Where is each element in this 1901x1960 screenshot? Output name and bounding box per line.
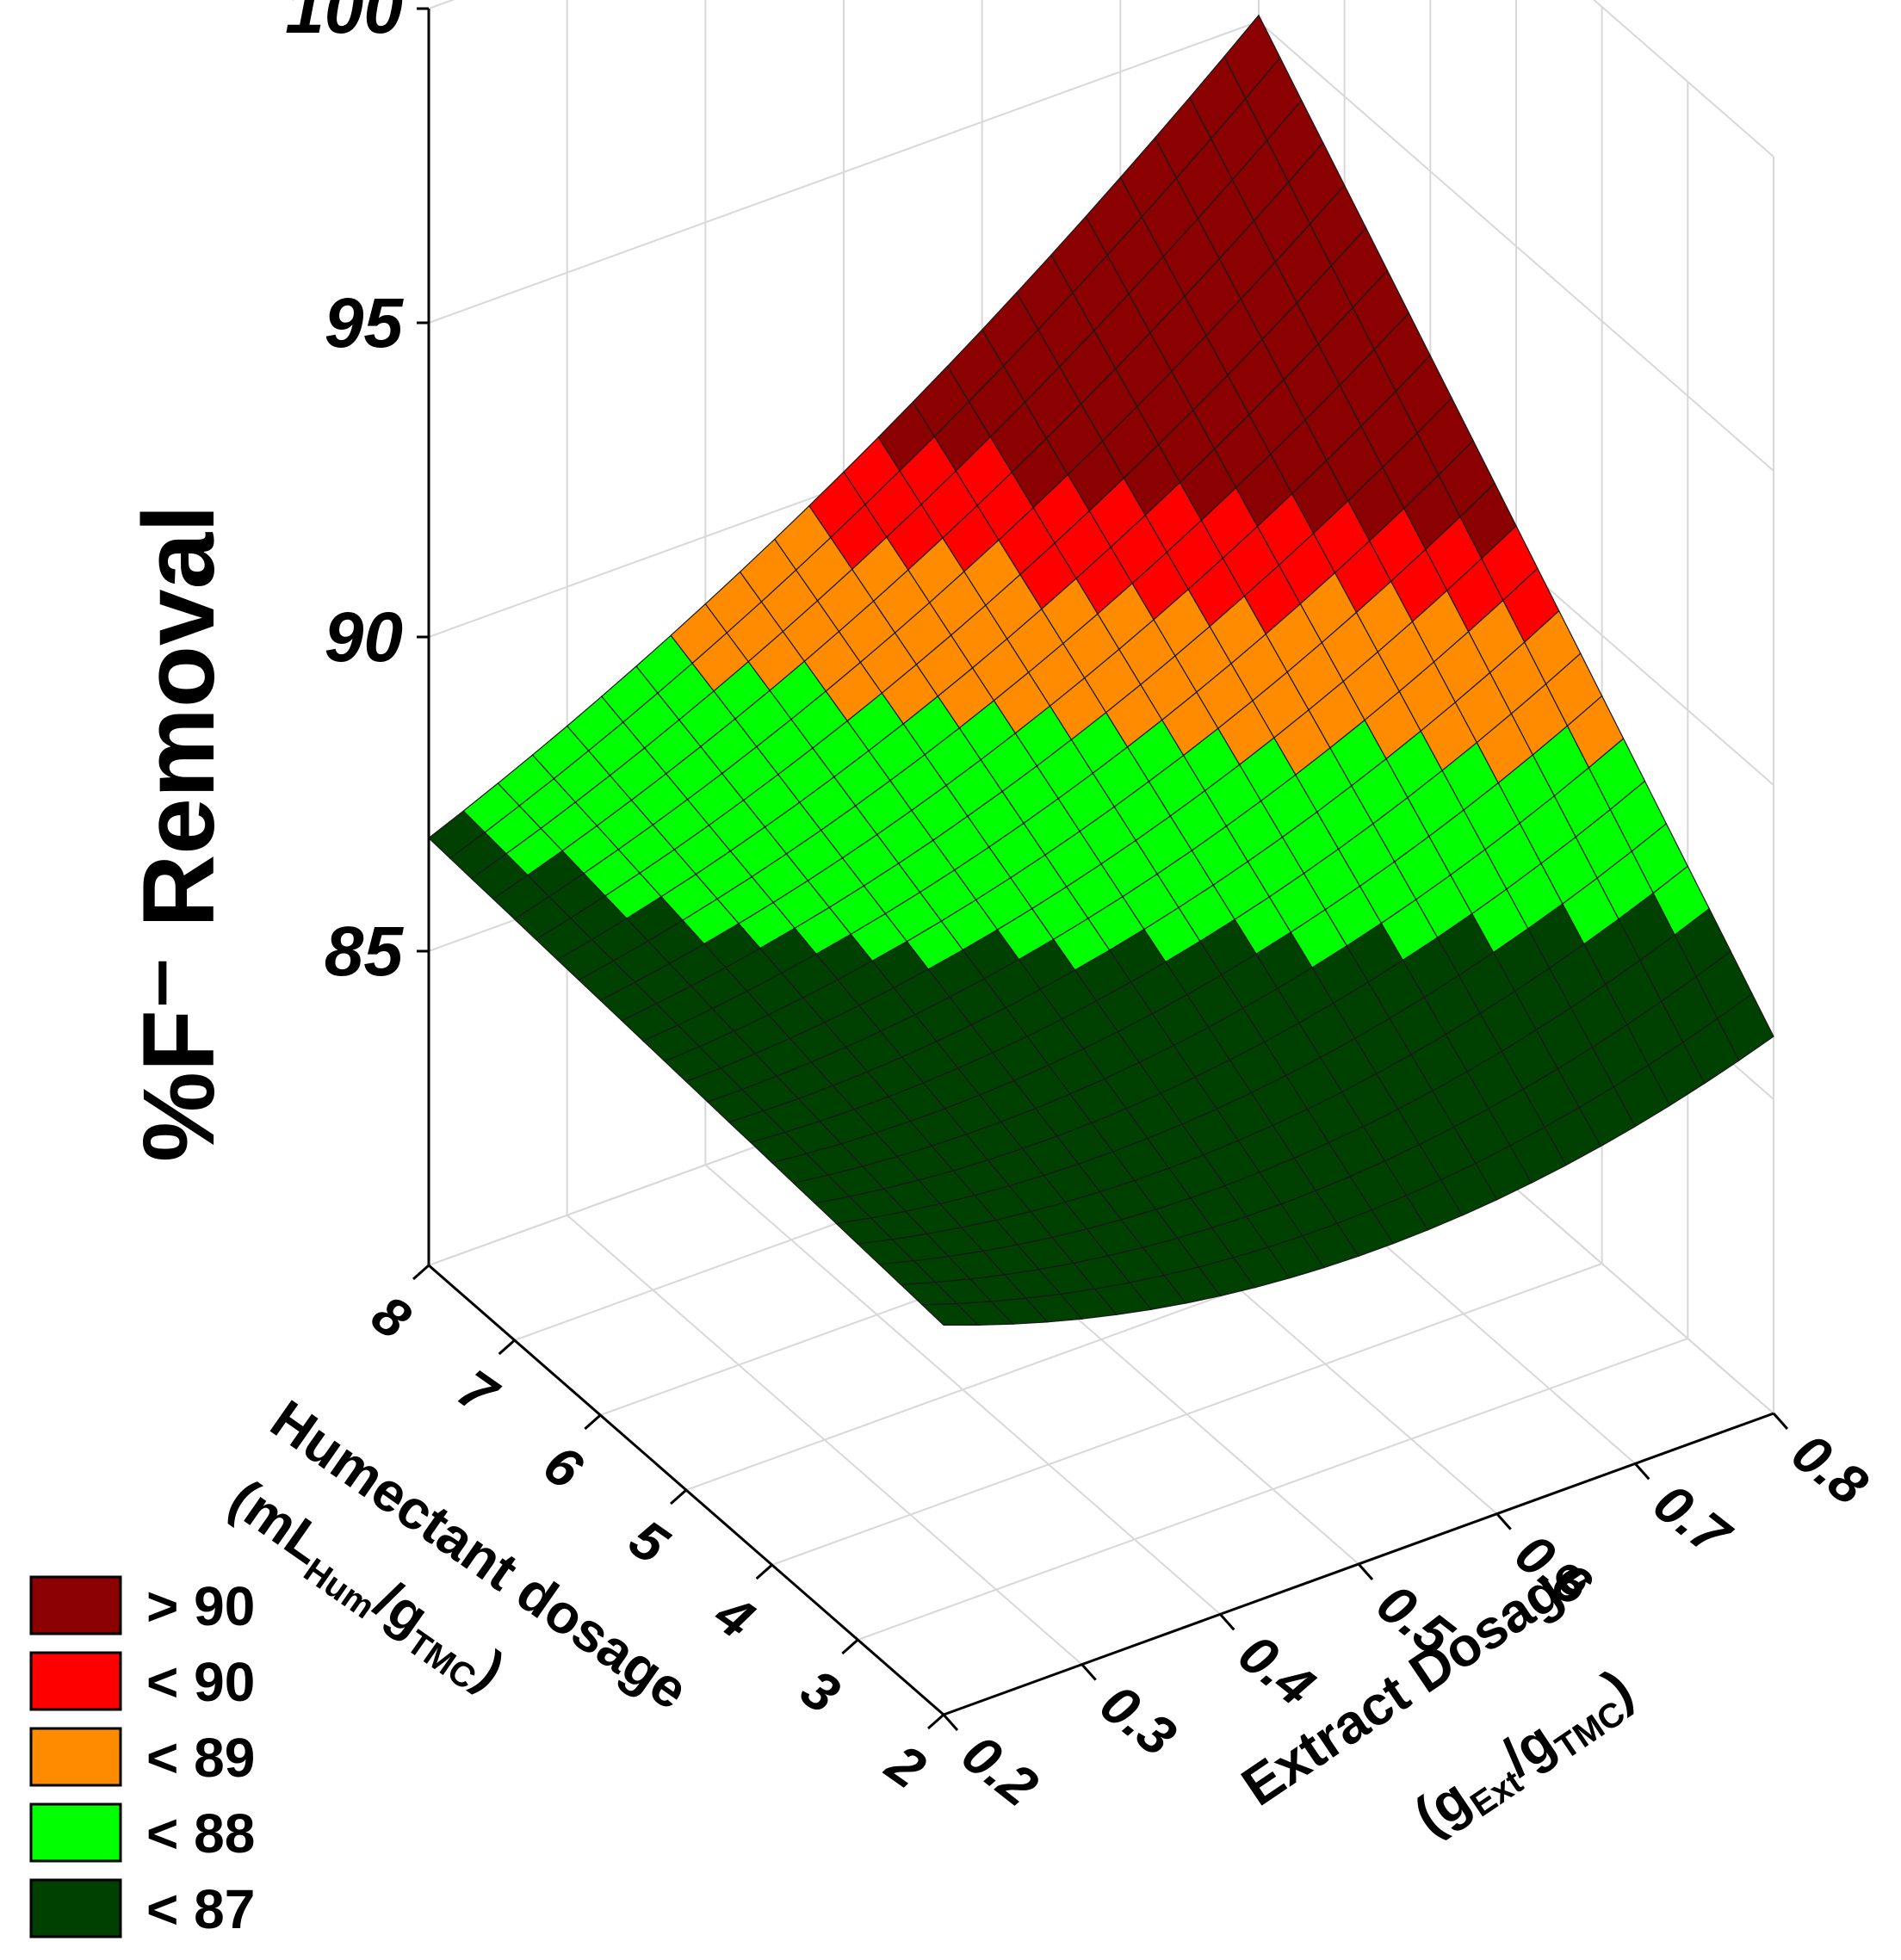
- legend: > 90 < 90 < 89 < 88 < 87: [29, 1575, 255, 1940]
- z-tick-label: 85: [325, 912, 405, 991]
- extract-tick-mark: [1219, 1613, 1235, 1631]
- humectant-tick-mark: [755, 1563, 773, 1580]
- humectant-tick-mark: [498, 1339, 516, 1356]
- grid-line: [428, 21, 1260, 324]
- legend-swatch: [29, 1878, 122, 1938]
- legend-label: < 89: [146, 1727, 255, 1789]
- legend-swatch: [29, 1575, 122, 1635]
- legend-label: < 88: [146, 1802, 255, 1864]
- legend-label: < 87: [146, 1878, 255, 1940]
- humectant-tick-mark: [927, 1713, 944, 1730]
- z-axis-title: %F⁻ Removal: [122, 504, 236, 1162]
- humectant-tick-label: 4: [703, 1581, 765, 1651]
- grid-line: [1592, 0, 1774, 158]
- humectant-tick-label: 3: [790, 1657, 851, 1725]
- humectant-tick-label: 7: [447, 1357, 510, 1427]
- humectant-tick-mark: [841, 1638, 859, 1655]
- z-axis-ticks: 85 90 95 100: [285, 0, 429, 991]
- extract-tick-mark: [1081, 1663, 1097, 1681]
- humectant-tick-label: 5: [618, 1507, 680, 1576]
- extract-tick-mark: [1495, 1512, 1512, 1530]
- extract-tick-mark: [942, 1714, 959, 1731]
- grid-line: [1258, 21, 1774, 472]
- extract-tick-label: 0.7: [1643, 1471, 1743, 1569]
- extract-tick-label: 0.8: [1780, 1421, 1879, 1518]
- humectant-tick-mark: [670, 1488, 687, 1506]
- extract-tick-mark: [1634, 1462, 1650, 1481]
- extract-tick-label: 0.4: [1228, 1622, 1326, 1718]
- legend-label: > 90: [146, 1575, 255, 1637]
- z-tick-label: 90: [325, 598, 403, 677]
- extract-tick-label: 0.3: [1089, 1672, 1187, 1769]
- legend-label: < 90: [146, 1651, 255, 1713]
- humectant-tick-label: 8: [361, 1283, 422, 1351]
- humectant-tick-label: 2: [876, 1732, 937, 1801]
- z-tick-label: 100: [285, 0, 403, 48]
- legend-swatch: [29, 1802, 122, 1863]
- extract-tick-label: 0.2: [950, 1722, 1049, 1819]
- response-surface: [428, 14, 1774, 1326]
- surface-cell: [920, 1302, 980, 1326]
- humectant-tick-label: 6: [533, 1432, 594, 1501]
- z-tick-label: 95: [325, 284, 405, 362]
- humectant-tick-mark: [584, 1413, 602, 1431]
- extract-tick-mark: [1772, 1413, 1789, 1430]
- legend-swatch: [29, 1651, 122, 1711]
- extract-tick-mark: [1357, 1563, 1374, 1580]
- extract-axis-ticks: 0.20.30.40.50.60.70.8: [942, 1413, 1879, 1819]
- humectant-tick-mark: [412, 1264, 430, 1281]
- legend-swatch: [29, 1727, 122, 1787]
